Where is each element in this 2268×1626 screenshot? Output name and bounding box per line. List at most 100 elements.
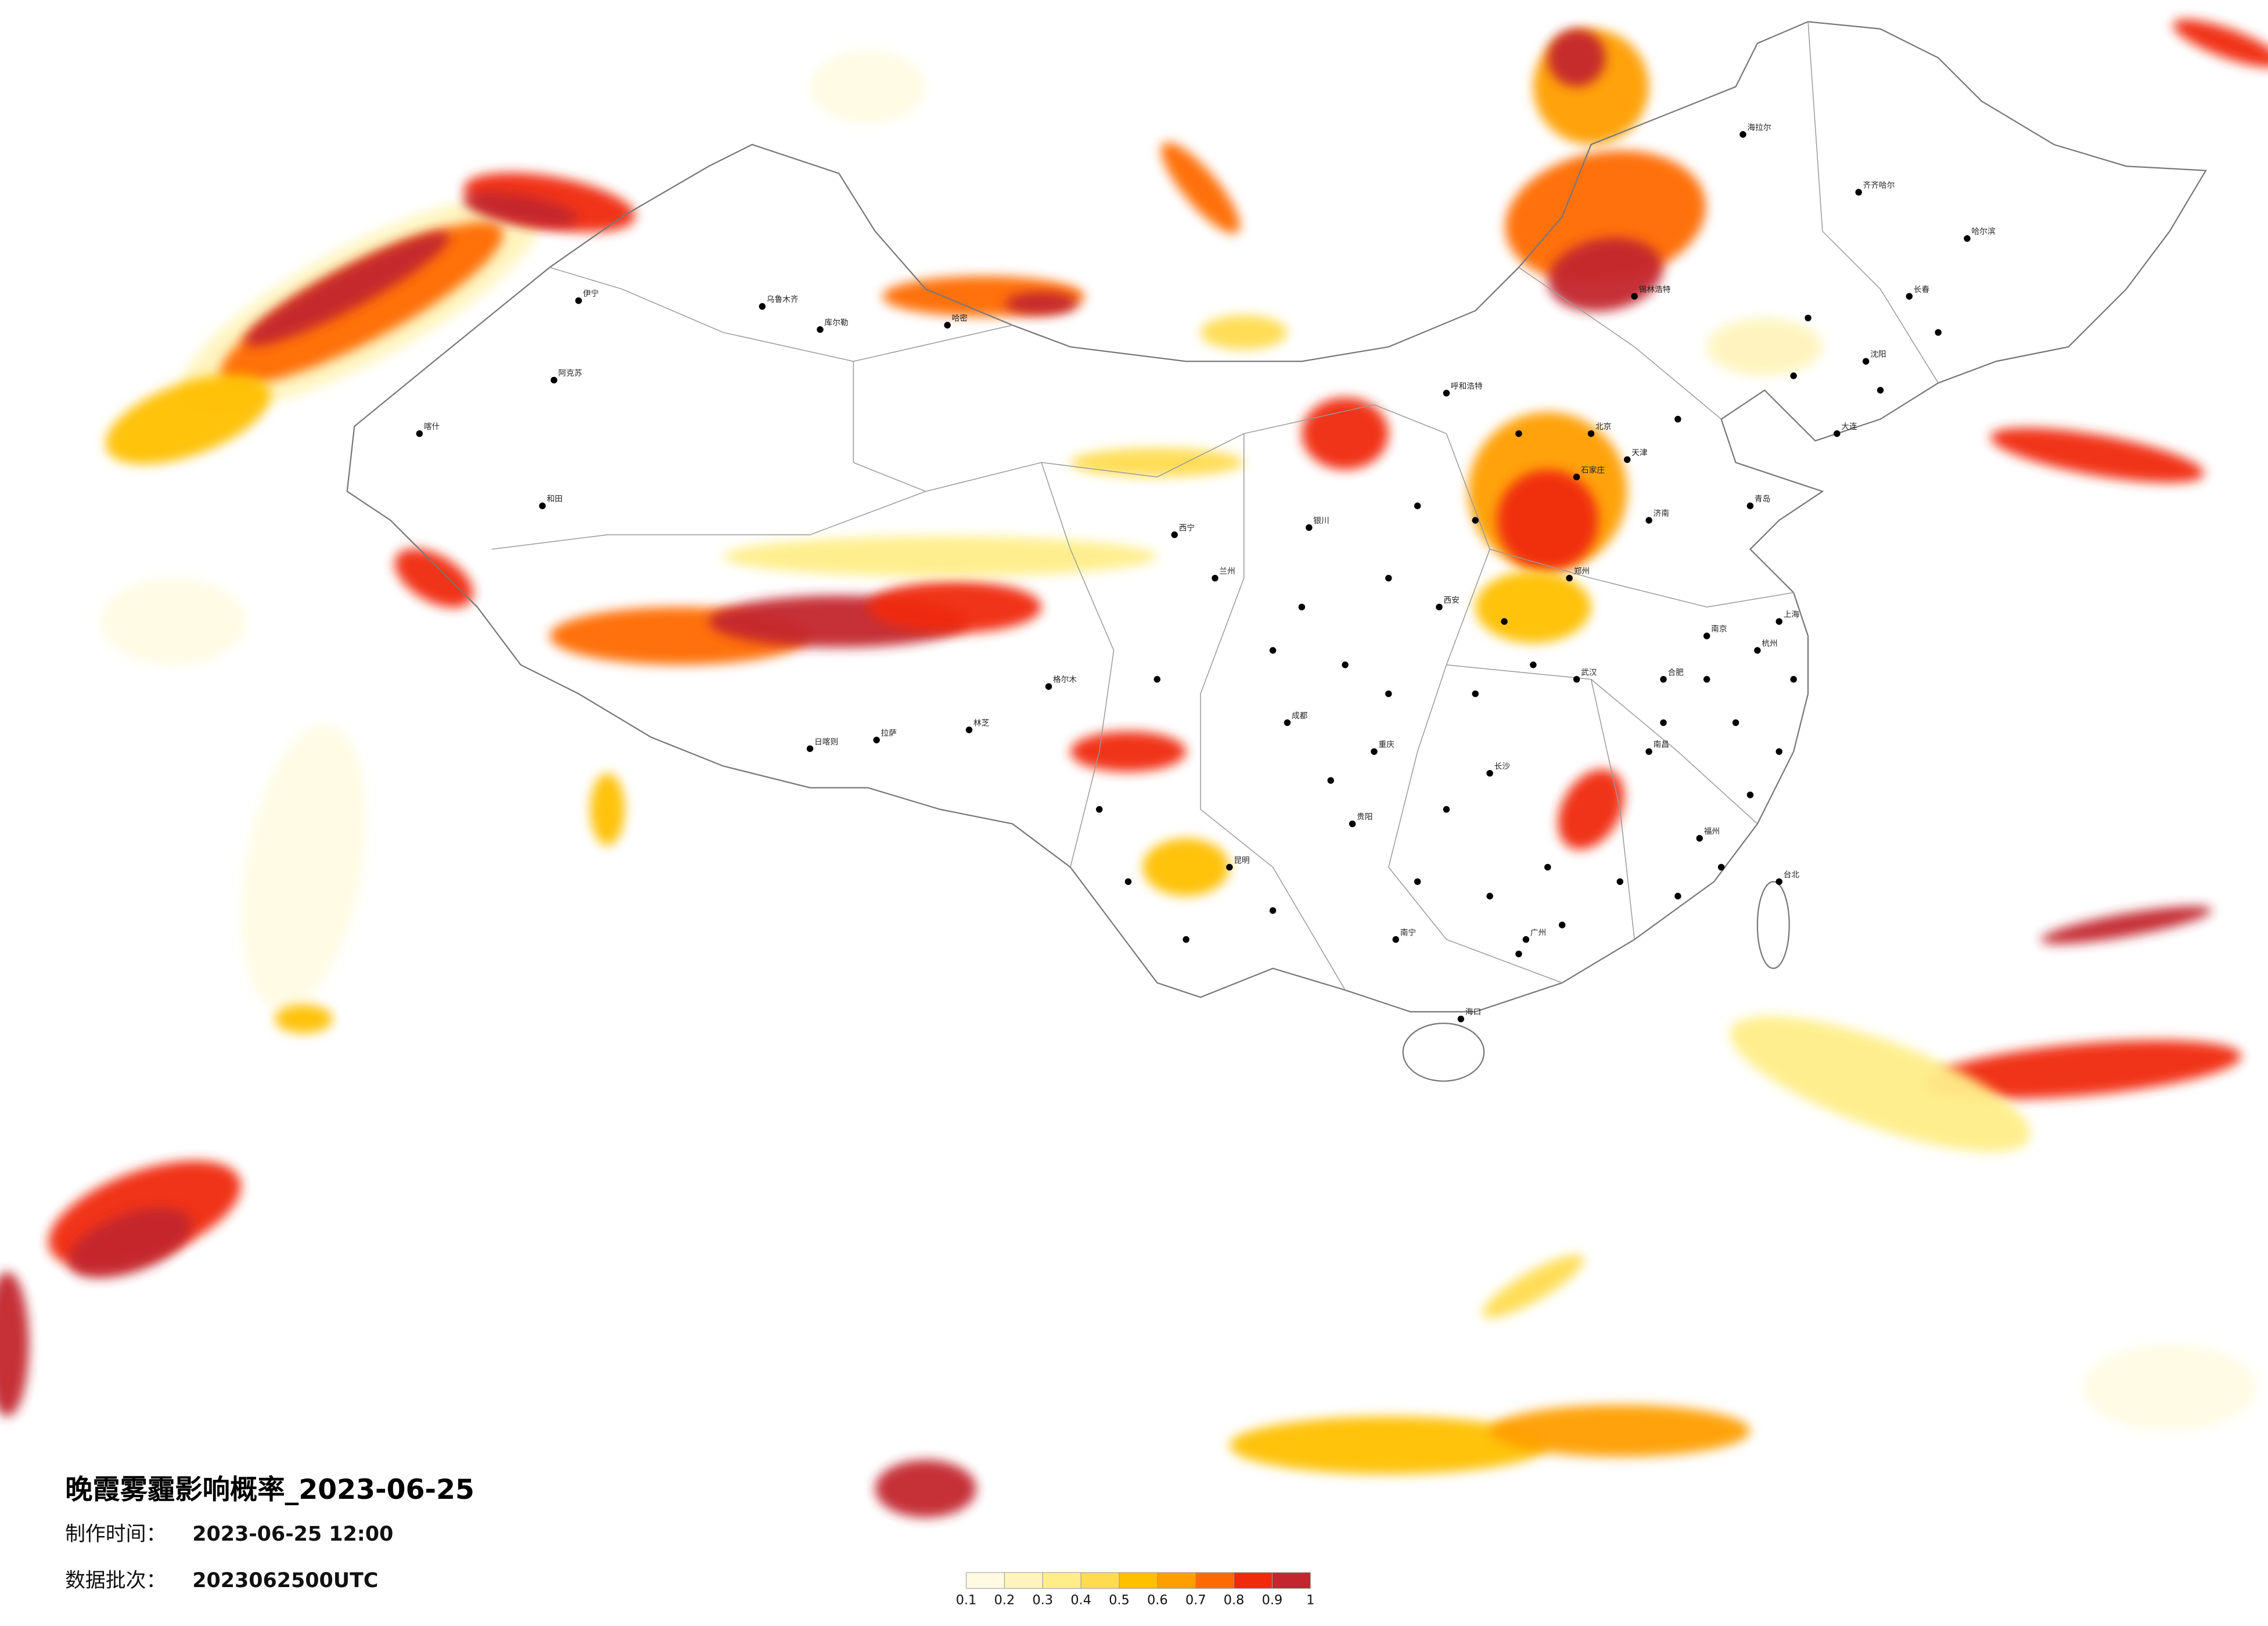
haze-patch <box>723 536 1158 577</box>
country-outline <box>346 21 2207 1082</box>
city-dot <box>1457 1015 1465 1023</box>
city-dot <box>1501 618 1508 625</box>
city-dot <box>1862 358 1870 365</box>
city-label: 哈密 <box>952 314 968 323</box>
haze-patch <box>1070 731 1187 772</box>
city-label: 昆明 <box>1234 856 1249 865</box>
haze-patch <box>101 578 246 665</box>
city-dot <box>1284 719 1291 726</box>
haze-patch <box>2083 1344 2257 1431</box>
haze-patch <box>2040 906 2212 944</box>
city-label: 郑州 <box>1574 567 1590 576</box>
city-dot <box>1558 922 1566 929</box>
legend-swatch <box>1157 1572 1196 1589</box>
city-label: 青岛 <box>1755 495 1770 504</box>
legend-swatch <box>966 1572 1005 1589</box>
city-dot <box>1212 574 1219 582</box>
city-label: 大连 <box>1841 422 1857 431</box>
haze-patch <box>0 1272 29 1417</box>
city-dot <box>873 736 880 744</box>
city-label: 林芝 <box>973 718 990 728</box>
city-label: 合肥 <box>1667 668 1684 677</box>
city-label: 海口 <box>1465 1008 1481 1017</box>
batch-value: 2023062500UTC <box>192 1569 378 1592</box>
haze-patch <box>1475 571 1591 643</box>
city-label: 库尔勒 <box>825 318 849 328</box>
city-dot <box>1096 806 1103 813</box>
haze-patch <box>1547 28 1606 87</box>
legend-tick-label: 0.5 <box>1109 1593 1130 1608</box>
city-dot <box>1436 603 1443 611</box>
haze-patch <box>2173 19 2268 67</box>
city-dot <box>1790 372 1797 379</box>
city-label: 成都 <box>1292 711 1308 721</box>
haze-patch <box>868 581 1042 634</box>
city-dot <box>1775 618 1782 625</box>
city-dot <box>1775 878 1782 885</box>
city-label: 伊宁 <box>583 289 599 298</box>
city-dot <box>1805 314 1811 322</box>
city-label: 和田 <box>547 495 562 504</box>
legend-tick-label: 0.1 <box>956 1593 977 1608</box>
city-dot <box>1414 878 1421 885</box>
city-label: 上海 <box>1784 610 1800 620</box>
probability-field <box>0 19 2268 1518</box>
city-label: 南昌 <box>1654 740 1669 750</box>
city-dot <box>1645 517 1652 524</box>
city-dot <box>1790 676 1797 683</box>
city-label: 武汉 <box>1581 668 1597 677</box>
city-dot <box>1964 235 1971 242</box>
city-label: 西安 <box>1443 596 1459 605</box>
city-dot <box>1472 690 1479 697</box>
city-dot <box>1573 676 1580 683</box>
city-dot <box>1385 574 1392 582</box>
batch-label: 数据批次： <box>65 1569 166 1592</box>
legend-tick-label: 0.4 <box>1070 1593 1091 1608</box>
city-dot <box>551 376 558 384</box>
city-label: 呼和浩特 <box>1451 382 1483 391</box>
city-dot <box>1515 950 1522 958</box>
city-dot <box>1349 820 1356 828</box>
hainan-border <box>1402 1023 1485 1082</box>
haze-patch <box>1497 469 1598 571</box>
legend-tick-label: 0.8 <box>1224 1593 1245 1608</box>
haze-patch <box>1490 1405 1751 1457</box>
haze-patch <box>1990 427 2205 483</box>
city-dot <box>1645 748 1652 755</box>
legend-tick-label: 0.2 <box>994 1593 1015 1608</box>
city-label: 喀什 <box>424 422 440 431</box>
legend-swatch <box>1234 1572 1273 1589</box>
city-dot <box>1631 293 1638 300</box>
haze-patch <box>1142 838 1230 897</box>
city-label: 重庆 <box>1378 740 1394 750</box>
made-label: 制作时间： <box>65 1523 166 1546</box>
haze-patch <box>810 51 926 123</box>
city-label: 乌鲁木齐 <box>767 295 799 304</box>
city-dot <box>1171 531 1178 538</box>
city-label: 广州 <box>1530 928 1546 937</box>
haze-patch <box>1161 142 1241 234</box>
city-label: 海拉尔 <box>1747 123 1771 132</box>
legend-swatch <box>1042 1572 1081 1589</box>
haze-patch <box>1229 1416 1548 1474</box>
city-dot <box>1739 131 1746 138</box>
city-label: 阿克苏 <box>558 369 582 378</box>
haze-patch <box>105 374 271 465</box>
haze-patch <box>68 1207 192 1278</box>
city-dot <box>1573 473 1580 481</box>
legend-swatch <box>1195 1572 1235 1589</box>
haze-patch <box>1070 448 1244 477</box>
city-dot <box>1385 690 1392 697</box>
city-dot <box>1045 683 1052 690</box>
city-label: 南宁 <box>1400 927 1416 937</box>
city-dot <box>1443 390 1450 397</box>
city-dot <box>1298 603 1306 611</box>
city-dot <box>1544 864 1551 871</box>
city-dot <box>1696 834 1703 842</box>
legend-swatch <box>1119 1572 1158 1589</box>
city-dot <box>1443 806 1450 813</box>
city-label: 锡林浩特 <box>1639 285 1671 294</box>
city-dot <box>1935 329 1942 336</box>
city-label: 日喀则 <box>814 738 838 747</box>
